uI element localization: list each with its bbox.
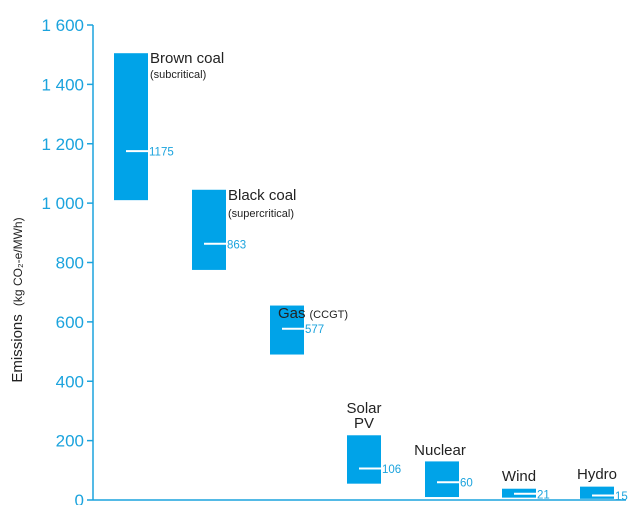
category-label-line2: PV — [354, 415, 374, 432]
range-bar — [425, 461, 459, 498]
median-value-label: 60 — [460, 478, 473, 490]
y-tick-label: 0 — [75, 491, 84, 505]
range-bar — [347, 435, 381, 484]
y-tick-label: 600 — [56, 313, 84, 332]
bars — [114, 53, 614, 499]
y-axis: 0 200 400 600 800 1 000 1 200 1 400 1 600 — [41, 16, 94, 505]
category-label: Gas (CCGT) — [278, 305, 348, 322]
median-value-label: 21 — [537, 489, 550, 501]
y-tick-label: 400 — [56, 372, 84, 391]
median-value-label: 863 — [227, 239, 246, 251]
y-tick-label: 200 — [56, 432, 84, 451]
category-sublabel: (supercritical) — [228, 208, 294, 220]
median-value-label: 106 — [382, 464, 401, 476]
y-tick-label: 1 400 — [41, 75, 84, 94]
median-value-label: 577 — [305, 324, 324, 336]
y-axis-title: Emissions (kg CO₂-e/MWh) — [9, 217, 26, 382]
y-axis-title-main: Emissions — [9, 314, 26, 382]
category-label: Wind — [502, 468, 536, 485]
range-bar — [580, 486, 614, 499]
category-label: Nuclear — [414, 442, 466, 459]
category-label: Solar — [346, 400, 381, 417]
range-bar — [270, 305, 304, 355]
category-label: Brown coal — [150, 50, 224, 67]
category-labels: 1175 863 577 106 60 21 15 Brown coal (subcritica… — [149, 50, 628, 503]
y-tick-label: 1 000 — [41, 194, 84, 213]
category-sublabel: (CCGT) — [310, 309, 349, 321]
y-tick-label: 800 — [56, 254, 84, 273]
y-tick-label: 1 600 — [41, 16, 84, 35]
category-sublabel: (subcritical) — [150, 69, 206, 81]
category-label: Black coal — [228, 187, 296, 204]
y-tick-label: 1 200 — [41, 135, 84, 154]
median-value-label: 15 — [615, 491, 628, 503]
median-value-label: 1175 — [149, 147, 174, 159]
category-label: Hydro — [577, 466, 617, 483]
range-bar — [192, 189, 226, 270]
y-axis-title-unit: (kg CO₂-e/MWh) — [11, 217, 25, 306]
range-bar — [114, 53, 148, 201]
